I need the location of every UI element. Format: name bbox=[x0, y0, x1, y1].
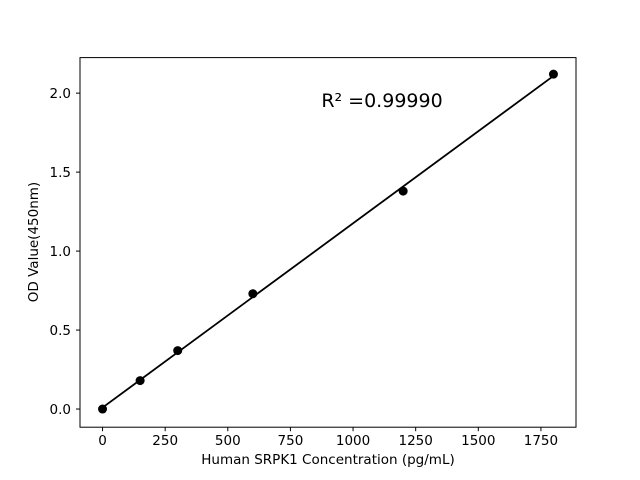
fit-line bbox=[102, 75, 554, 409]
x-tick-label: 1750 bbox=[524, 433, 558, 449]
x-tick-label: 1000 bbox=[336, 433, 370, 449]
x-tick-label: 750 bbox=[278, 433, 304, 449]
y-tick-label: 0.0 bbox=[50, 402, 71, 418]
r-squared-annotation: R² =0.99990 bbox=[321, 90, 443, 112]
y-tick-label: 1.5 bbox=[50, 165, 71, 181]
x-tick-label: 0 bbox=[98, 433, 107, 449]
data-point bbox=[173, 346, 183, 356]
x-tick-label: 500 bbox=[215, 433, 241, 449]
y-tick-label: 2.0 bbox=[50, 86, 71, 102]
data-point bbox=[548, 69, 558, 79]
y-axis-label: OD Value(450nm) bbox=[26, 181, 42, 303]
x-tick-label: 1250 bbox=[398, 433, 432, 449]
data-point bbox=[248, 289, 258, 299]
plot-frame bbox=[79, 57, 577, 428]
x-tick-label: 250 bbox=[152, 433, 178, 449]
data-point bbox=[135, 376, 145, 386]
data-point bbox=[398, 186, 408, 196]
y-tick-label: 1.0 bbox=[50, 244, 71, 260]
x-tick-label: 1500 bbox=[461, 433, 495, 449]
data-point bbox=[98, 404, 108, 414]
y-tick-label: 0.5 bbox=[50, 323, 71, 339]
x-axis-label: Human SRPK1 Concentration (pg/mL) bbox=[201, 452, 455, 468]
